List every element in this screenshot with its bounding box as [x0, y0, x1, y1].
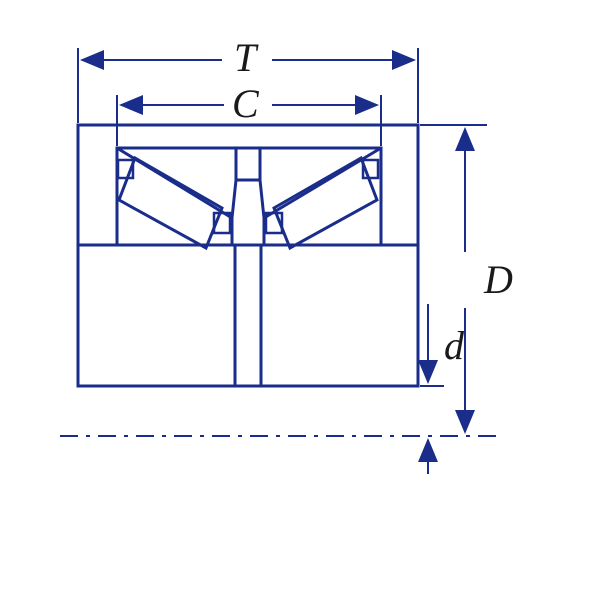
- label-D: D: [484, 256, 513, 303]
- label-C: C: [232, 80, 259, 127]
- outer-ring-outline: [78, 125, 418, 245]
- inner-body-outline: [78, 245, 418, 386]
- center-rib: [232, 148, 264, 218]
- raceway-groove: [117, 148, 381, 245]
- label-d: d: [444, 322, 464, 369]
- dim-d: [420, 304, 444, 474]
- label-T: T: [234, 34, 256, 81]
